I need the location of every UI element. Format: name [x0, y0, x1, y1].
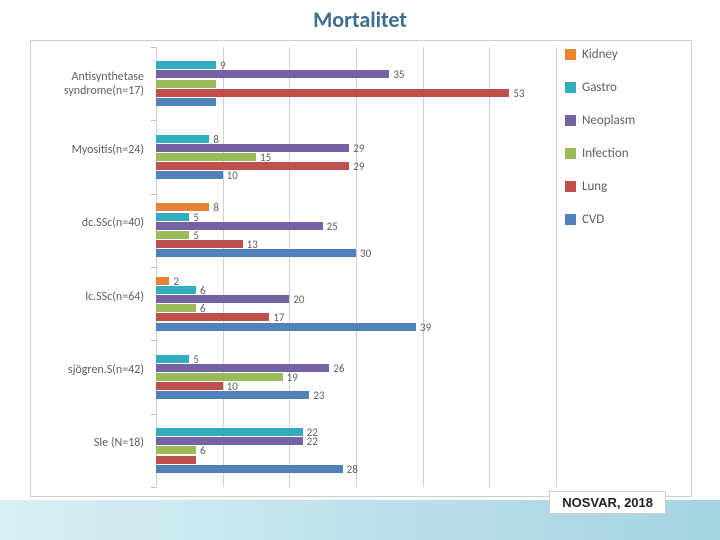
- bar: [156, 222, 323, 230]
- gridline: [423, 47, 424, 487]
- bar: [156, 231, 189, 239]
- data-label: 22: [307, 435, 318, 448]
- bar: [156, 277, 169, 285]
- plot-area: Antisynthetase syndrome(n=17)93553Myosit…: [156, 47, 556, 487]
- bar: [156, 391, 309, 399]
- gridline: [489, 47, 490, 487]
- bar: [156, 249, 356, 257]
- data-label: 28: [347, 463, 358, 476]
- category-label: Antisynthetase syndrome(n=17): [24, 70, 144, 98]
- bar: [156, 135, 209, 143]
- legend-label: Kidney: [582, 47, 618, 62]
- bar: [156, 240, 243, 248]
- bar: [156, 171, 223, 179]
- legend-label: CVD: [582, 212, 604, 227]
- data-label: 10: [227, 169, 238, 182]
- bar: [156, 80, 216, 88]
- bar: [156, 153, 256, 161]
- data-label: 25: [327, 220, 338, 233]
- legend-swatch: [565, 82, 576, 93]
- legend-label: Gastro: [582, 80, 617, 95]
- bar: [156, 203, 209, 211]
- bar: [156, 61, 216, 69]
- source-label: NOSVAR, 2018: [549, 491, 666, 514]
- data-label: 23: [313, 389, 324, 402]
- legend-label: Neoplasm: [582, 113, 635, 128]
- bar: [156, 304, 196, 312]
- legend-label: Infection: [582, 146, 629, 161]
- legend-swatch: [565, 148, 576, 159]
- legend-item: Gastro: [565, 80, 685, 95]
- bar: [156, 89, 509, 97]
- chart-title: Mortalitet: [0, 0, 720, 33]
- category-label: Myositis(n=24): [24, 143, 144, 157]
- chart-container: Antisynthetase syndrome(n=17)93553Myosit…: [30, 40, 692, 497]
- legend-item: Kidney: [565, 47, 685, 62]
- bar: [156, 456, 196, 464]
- bar: [156, 373, 283, 381]
- legend-label: Lung: [582, 179, 607, 194]
- category-label: Sle (N=18): [24, 436, 144, 450]
- bar: [156, 213, 189, 221]
- bar: [156, 355, 189, 363]
- bar: [156, 364, 329, 372]
- legend-item: Lung: [565, 179, 685, 194]
- category-label: lc.SSc(n=64): [24, 290, 144, 304]
- category-label: sjögren.S(n=42): [24, 363, 144, 377]
- data-label: 30: [360, 247, 371, 260]
- bar: [156, 323, 416, 331]
- bar: [156, 70, 389, 78]
- gridline: [556, 47, 557, 487]
- bar: [156, 437, 303, 445]
- data-label: 20: [293, 293, 304, 306]
- bar: [156, 144, 349, 152]
- gridline: [156, 47, 157, 487]
- data-label: 8: [213, 201, 219, 214]
- legend-swatch: [565, 214, 576, 225]
- gridline: [289, 47, 290, 487]
- data-label: 19: [287, 371, 298, 384]
- bar: [156, 295, 289, 303]
- data-label: 29: [353, 160, 364, 173]
- data-label: 53: [513, 87, 524, 100]
- gridline: [223, 47, 224, 487]
- bar: [156, 428, 303, 436]
- data-label: 6: [200, 444, 206, 457]
- legend-swatch: [565, 115, 576, 126]
- bar: [156, 465, 343, 473]
- legend-swatch: [565, 181, 576, 192]
- gridline: [356, 47, 357, 487]
- bar: [156, 446, 196, 454]
- data-label: 39: [420, 321, 431, 334]
- legend-item: Infection: [565, 146, 685, 161]
- category-label: dc.SSc(n=40): [24, 216, 144, 230]
- data-label: 35: [393, 68, 404, 81]
- legend-item: Neoplasm: [565, 113, 685, 128]
- bar: [156, 313, 269, 321]
- data-label: 29: [353, 142, 364, 155]
- bar: [156, 162, 349, 170]
- legend-item: CVD: [565, 212, 685, 227]
- bar: [156, 286, 196, 294]
- legend: Kidney Gastro Neoplasm Infection Lung CVD: [565, 47, 685, 245]
- legend-swatch: [565, 49, 576, 60]
- bar: [156, 382, 223, 390]
- bar: [156, 98, 216, 106]
- data-label: 26: [333, 362, 344, 375]
